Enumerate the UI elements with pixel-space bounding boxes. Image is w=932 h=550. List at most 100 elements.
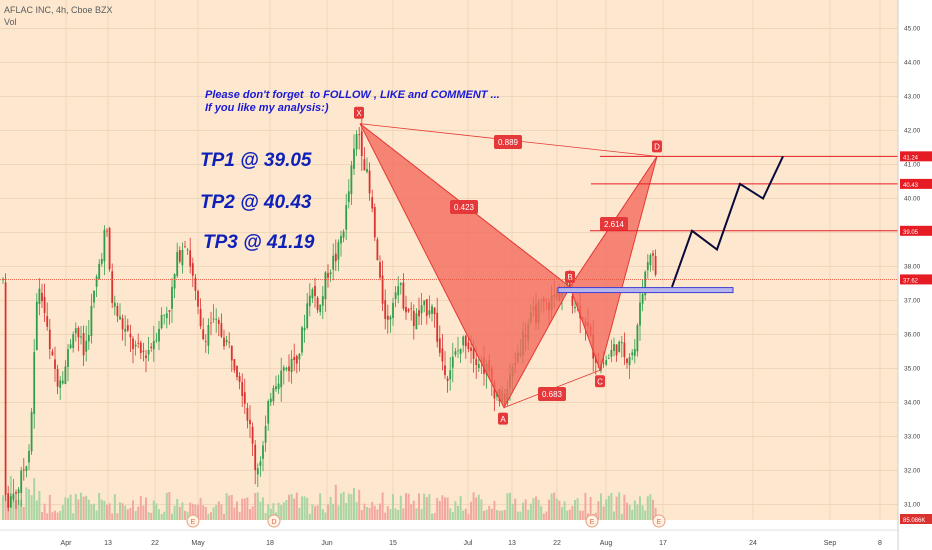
pattern-point-c-label: C [597, 377, 603, 386]
candle-body [246, 407, 249, 421]
volume-bar [602, 506, 605, 520]
candle-body [160, 314, 163, 329]
candle-body [137, 342, 140, 344]
volume-bar [379, 503, 381, 520]
candle-body [61, 380, 64, 384]
volume-bar [202, 505, 205, 520]
candle-body [256, 468, 259, 475]
volume-bar [285, 499, 288, 520]
candle-body [184, 246, 186, 248]
tp3-text: TP3 @ 41.19 [203, 232, 315, 253]
volume-bar [168, 492, 171, 520]
candle-body [610, 349, 613, 357]
volume-bar [623, 494, 626, 520]
volume-bar [4, 493, 7, 520]
candle-body [64, 366, 67, 385]
volume-bar [90, 504, 93, 520]
candle-body [12, 493, 15, 500]
volume-bar [74, 494, 77, 520]
volume-bar [457, 505, 459, 520]
candle-body [254, 444, 257, 471]
candle-body [467, 342, 470, 350]
volume-bar [98, 492, 101, 520]
volume-bar [82, 496, 85, 520]
volume-bar [628, 504, 631, 520]
price-tick-label: 43.00 [904, 94, 921, 101]
pattern-point-a-badge [498, 412, 508, 425]
volume-bar [345, 503, 348, 520]
volume-bar [334, 484, 337, 520]
volume-bar [67, 498, 69, 520]
volume-bar [480, 499, 483, 520]
candle-body [150, 346, 153, 349]
volume-bar [311, 504, 314, 520]
candle-body [571, 296, 574, 306]
candle-body [314, 285, 316, 296]
volume-bar [483, 511, 485, 520]
volume-bar [30, 495, 33, 520]
volume-bar [108, 503, 111, 520]
candle-body [30, 411, 33, 452]
candle-body [4, 282, 7, 495]
candle-body [574, 306, 576, 309]
volume-bar [298, 507, 301, 520]
price-axis: 45.0044.0043.0042.0041.0040.0039.0038.00… [904, 26, 921, 509]
candle-body [654, 255, 657, 275]
volume-bar [363, 503, 366, 520]
volume-bar [111, 513, 114, 520]
candle-body [67, 349, 69, 367]
candle-body [178, 250, 181, 262]
volume-bar [152, 500, 155, 520]
time-tick-label: 22 [553, 540, 561, 547]
candle-body [418, 310, 420, 317]
volume-bar [618, 492, 621, 520]
volume-bar [467, 513, 470, 520]
volume-bar [165, 492, 168, 520]
candle-body [116, 306, 119, 317]
candle-body [441, 348, 444, 362]
volume-bar [584, 492, 587, 520]
candle-body [376, 239, 379, 261]
candle-body [176, 251, 179, 276]
candle-body [93, 290, 95, 303]
volume-bar [420, 508, 423, 520]
volume-bar [194, 504, 197, 520]
volume-bar [561, 507, 563, 520]
volume-bar [17, 499, 20, 520]
volume-bar [503, 509, 506, 520]
volume-bar [56, 512, 59, 520]
candle-body [451, 356, 454, 368]
time-tick-label: Apr [61, 540, 73, 547]
volume-bar [15, 500, 17, 520]
time-tick-label: Jun [321, 540, 332, 547]
tp2-text: TP2 @ 40.43 [200, 192, 312, 213]
volume-bar [613, 511, 615, 520]
volume-bar [597, 501, 600, 520]
volume-bar [280, 505, 283, 520]
candle-body [350, 165, 353, 195]
candle-body [282, 367, 285, 371]
candle-body [602, 362, 605, 364]
candle-body [54, 359, 56, 370]
volume-bar [64, 497, 67, 520]
volume-bar [462, 510, 465, 520]
volume-bar [95, 510, 98, 520]
candle-body [173, 274, 176, 289]
pattern-point-b-label: B [567, 273, 572, 282]
volume-bar [327, 504, 329, 520]
candle-body [202, 329, 205, 340]
earnings-marker [652, 514, 666, 528]
volume-bar [527, 509, 530, 520]
volume-label: Vol [4, 17, 17, 27]
volume-bar [384, 512, 387, 520]
pattern-point-c-badge [595, 375, 605, 388]
ratio-label: 0.683 [542, 390, 563, 399]
candle-body [436, 312, 439, 342]
volume-bar [386, 506, 389, 520]
candle-body [262, 445, 264, 459]
volume-bar [43, 503, 46, 520]
volume-bar [332, 503, 335, 520]
volume-bar [431, 513, 433, 520]
